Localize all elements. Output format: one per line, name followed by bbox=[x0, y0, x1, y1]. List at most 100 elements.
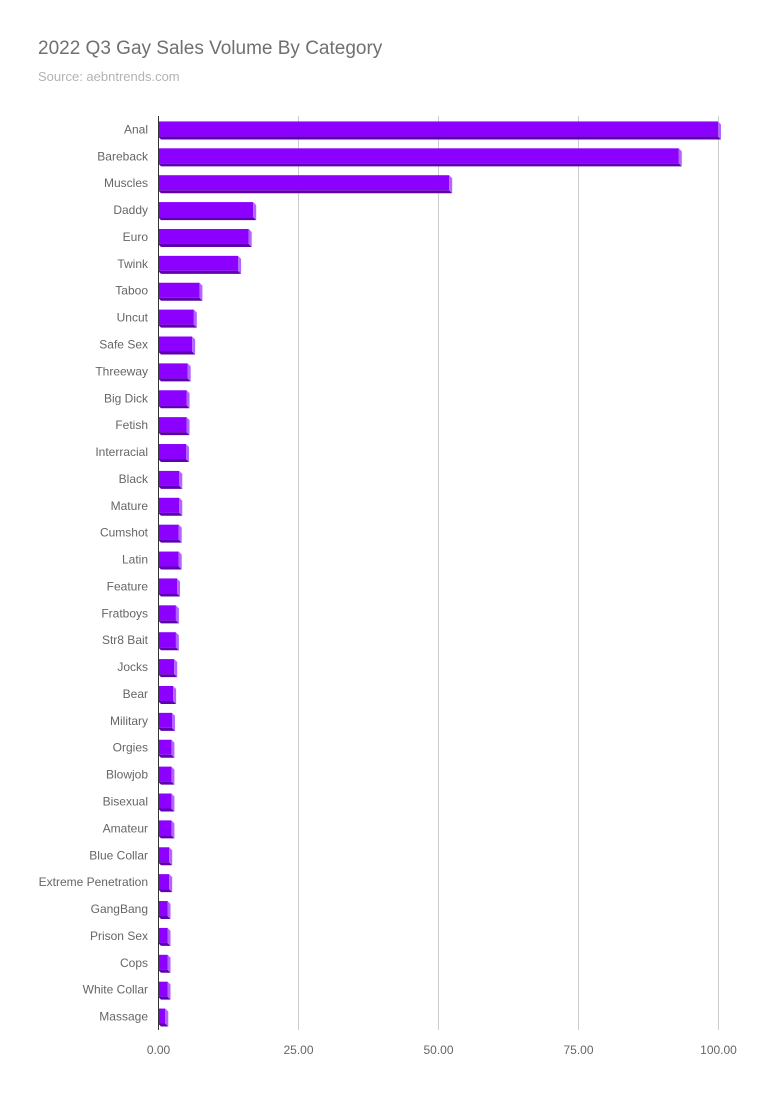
category-label: Jocks bbox=[117, 660, 148, 674]
bar-face bbox=[158, 1008, 166, 1024]
bar-shade bbox=[158, 459, 189, 463]
gridlines bbox=[298, 116, 719, 1030]
bar bbox=[158, 497, 183, 516]
bar-shade bbox=[158, 593, 181, 597]
bar-face bbox=[158, 820, 172, 836]
bar bbox=[158, 712, 175, 731]
category-label: Big Dick bbox=[104, 391, 149, 405]
bar bbox=[158, 255, 242, 274]
bar-side bbox=[178, 551, 182, 570]
bar-side bbox=[238, 255, 242, 274]
bar-face bbox=[158, 847, 170, 863]
bar bbox=[158, 820, 175, 839]
bar-shade bbox=[158, 889, 173, 893]
bar-face bbox=[158, 390, 187, 406]
bar-face bbox=[158, 255, 239, 271]
bar-side bbox=[167, 901, 171, 920]
category-label: Anal bbox=[124, 122, 148, 136]
bar-face bbox=[158, 282, 200, 298]
bar bbox=[158, 363, 191, 382]
category-label: Safe Sex bbox=[99, 338, 148, 352]
category-label: Prison Sex bbox=[90, 929, 148, 943]
bar-shade bbox=[158, 432, 190, 436]
bar bbox=[158, 121, 721, 140]
category-label: Mature bbox=[111, 499, 149, 513]
bar-side bbox=[171, 793, 175, 812]
bar-shade bbox=[158, 647, 179, 651]
category-label: Interracial bbox=[95, 445, 148, 459]
category-label: Twink bbox=[117, 257, 149, 271]
bar-shade bbox=[158, 754, 175, 758]
category-label: Daddy bbox=[113, 203, 148, 217]
bar-side bbox=[449, 175, 453, 194]
bar bbox=[158, 578, 181, 597]
bar-face bbox=[158, 175, 450, 191]
bar-side bbox=[186, 417, 190, 436]
bar-side bbox=[175, 632, 179, 651]
bar-shade bbox=[158, 163, 682, 167]
category-label: Cops bbox=[120, 956, 148, 970]
bar bbox=[158, 524, 182, 543]
bar-face bbox=[158, 605, 176, 621]
bar-side bbox=[169, 874, 173, 893]
bar-side bbox=[175, 605, 179, 624]
chart-title: 2022 Q3 Gay Sales Volume By Category bbox=[38, 38, 383, 59]
bar-shade bbox=[158, 512, 183, 516]
bar bbox=[158, 551, 182, 570]
bar-side bbox=[169, 847, 173, 866]
bar bbox=[158, 632, 179, 651]
bar-side bbox=[192, 336, 196, 355]
bar-shade bbox=[158, 862, 173, 866]
bar-face bbox=[158, 874, 170, 890]
bar-face bbox=[158, 954, 168, 970]
bar-face bbox=[158, 793, 172, 809]
bar-face bbox=[158, 470, 180, 486]
category-label: Feature bbox=[107, 579, 149, 593]
bar-shade bbox=[158, 351, 196, 355]
bar-shade bbox=[158, 378, 191, 382]
bar-face bbox=[158, 578, 178, 594]
bar-side bbox=[678, 148, 682, 167]
bar-face bbox=[158, 148, 679, 164]
bar-side bbox=[193, 309, 197, 328]
bar-side bbox=[248, 228, 252, 247]
bar-shade bbox=[158, 405, 190, 409]
x-tick-label: 0.00 bbox=[147, 1043, 171, 1057]
bar-side bbox=[186, 444, 189, 463]
category-labels: Anal Bareback Muscles Daddy Euro Twink Taboo Un… bbox=[39, 122, 149, 1023]
bar-side bbox=[172, 712, 175, 731]
bar-face bbox=[158, 228, 249, 244]
category-label: Euro bbox=[123, 230, 149, 244]
bar-side bbox=[171, 820, 175, 839]
category-label: Bear bbox=[123, 687, 148, 701]
category-label: Cumshot bbox=[100, 526, 149, 540]
bar-face bbox=[158, 524, 179, 540]
bar bbox=[158, 470, 183, 489]
bar-face bbox=[158, 927, 168, 943]
bar-face bbox=[158, 901, 168, 917]
category-label: Bisexual bbox=[103, 795, 148, 809]
bar-face bbox=[158, 659, 175, 675]
bar-side bbox=[179, 470, 183, 489]
bar-face bbox=[158, 309, 194, 325]
bar-face bbox=[158, 685, 174, 701]
category-label: Blowjob bbox=[106, 768, 148, 782]
bar bbox=[158, 927, 171, 946]
bar-side bbox=[167, 927, 171, 946]
x-tick-label: 100.00 bbox=[700, 1043, 737, 1057]
bar-side bbox=[187, 363, 191, 382]
bar bbox=[158, 282, 203, 301]
bar bbox=[158, 605, 179, 624]
bar-side bbox=[165, 1008, 169, 1027]
category-label: GangBang bbox=[91, 902, 148, 916]
bar bbox=[158, 175, 453, 194]
category-label: Str8 Bait bbox=[102, 633, 149, 647]
bar-shade bbox=[158, 727, 175, 731]
bar-shade bbox=[158, 674, 178, 678]
bar bbox=[158, 685, 177, 704]
bar-shade bbox=[158, 243, 252, 247]
bar-side bbox=[167, 981, 171, 1000]
bar bbox=[158, 954, 171, 973]
bar bbox=[158, 336, 196, 355]
bar-side bbox=[253, 202, 257, 221]
